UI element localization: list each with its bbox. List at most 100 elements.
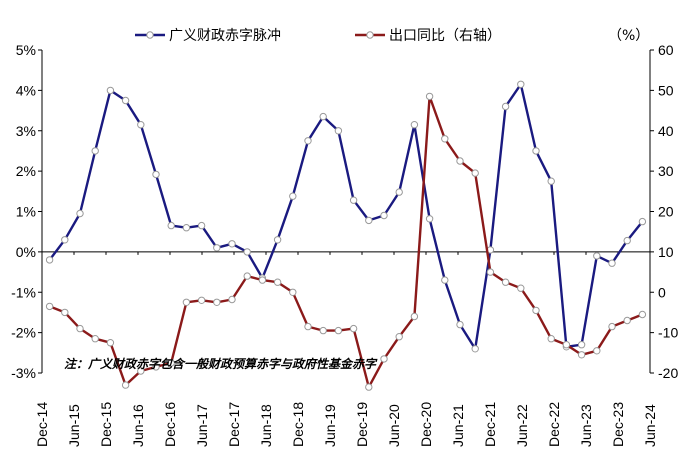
series-2-point bbox=[243, 272, 251, 280]
series-2-point bbox=[395, 333, 403, 341]
series-2-point bbox=[532, 306, 540, 315]
right-tick-label: -10 bbox=[658, 325, 678, 341]
series-1-point bbox=[638, 217, 647, 226]
series-2-point bbox=[197, 296, 206, 304]
legend-marker-2 bbox=[366, 31, 374, 39]
series-1-point bbox=[137, 121, 145, 129]
series-2-point bbox=[349, 324, 358, 333]
series-1-point bbox=[76, 209, 84, 218]
series-1-point bbox=[228, 240, 236, 248]
series-2-point bbox=[547, 335, 555, 343]
series-1-point bbox=[167, 221, 175, 230]
series-1-point bbox=[334, 127, 343, 135]
series-2-point bbox=[623, 316, 631, 325]
right-tick-label: 20 bbox=[658, 204, 674, 220]
x-tick-label: Jun-17 bbox=[194, 404, 210, 447]
chart-note: 注：广义财政赤字包含一般财政预算赤字与政府性基金赤字 bbox=[64, 357, 378, 371]
series-2-point bbox=[608, 322, 616, 331]
series-line-1 bbox=[48, 83, 644, 350]
legend-label-1: 广义财政赤字脉冲 bbox=[169, 28, 281, 44]
series-1-point bbox=[273, 236, 282, 244]
series-2-point bbox=[304, 322, 312, 331]
series-1-point bbox=[106, 86, 115, 95]
series-1-point bbox=[532, 147, 540, 155]
series-2-point bbox=[471, 169, 479, 177]
x-tick-label: Dec-22 bbox=[546, 402, 562, 447]
series-1-point bbox=[304, 137, 312, 145]
series-1-point bbox=[547, 177, 555, 185]
series-1-point bbox=[471, 345, 479, 353]
series-2-point bbox=[228, 295, 236, 304]
x-tick-label: Dec-20 bbox=[418, 402, 434, 447]
series-1-point bbox=[425, 215, 434, 223]
series-2-point bbox=[61, 308, 69, 317]
left-tick-label: 4% bbox=[16, 82, 36, 98]
x-tick-label: Dec-18 bbox=[290, 402, 306, 447]
x-tick-label: Jun-20 bbox=[386, 404, 402, 447]
x-tick-label: Dec-23 bbox=[610, 402, 626, 447]
series-1-point bbox=[197, 221, 206, 230]
series-2-point bbox=[121, 381, 130, 389]
x-tick-label: Dec-21 bbox=[482, 402, 498, 447]
series-1-point bbox=[623, 236, 631, 245]
series-2-point bbox=[380, 355, 388, 363]
series-2-point bbox=[441, 135, 449, 143]
x-tick-label: Dec-17 bbox=[226, 402, 242, 447]
x-tick-label: Dec-15 bbox=[98, 402, 114, 447]
x-tick-label: Jun-18 bbox=[258, 404, 274, 447]
series-1-point bbox=[410, 121, 419, 129]
series-1-point bbox=[365, 216, 373, 225]
series-1-point bbox=[577, 341, 586, 349]
series-1-point bbox=[182, 224, 191, 232]
left-tick-label: 1% bbox=[16, 204, 36, 220]
legend-marker-1 bbox=[146, 31, 154, 39]
series-2-point bbox=[562, 341, 571, 349]
series-1-point bbox=[517, 80, 525, 89]
legend-label-2: 出口同比（右轴） bbox=[389, 28, 501, 44]
series-2-point bbox=[258, 276, 267, 284]
series-2-point bbox=[45, 302, 54, 311]
right-tick-label: -20 bbox=[658, 365, 678, 381]
series-2-point bbox=[273, 278, 282, 286]
right-tick-label: 60 bbox=[658, 42, 674, 58]
series-line-2 bbox=[49, 95, 643, 389]
x-tick-label: Jun-23 bbox=[578, 404, 594, 447]
series-1-point bbox=[289, 192, 297, 200]
series-2-point bbox=[76, 324, 84, 333]
series-2-point bbox=[365, 383, 373, 391]
x-tick-label: Jun-22 bbox=[514, 404, 530, 447]
series-1-point bbox=[395, 188, 403, 196]
series-1-point bbox=[593, 252, 601, 260]
x-tick-label: Jun-16 bbox=[130, 404, 146, 447]
x-tick-label: Dec-19 bbox=[354, 402, 370, 447]
x-tick-label: Jun-24 bbox=[642, 404, 658, 447]
series-2-point bbox=[501, 278, 510, 286]
x-tick-label: Jun-19 bbox=[322, 404, 338, 447]
series-2-point bbox=[289, 288, 297, 296]
series-2-point bbox=[213, 298, 221, 306]
series-1-point bbox=[456, 320, 464, 329]
series-2-point bbox=[425, 92, 434, 101]
series-2-point bbox=[456, 157, 464, 165]
right-axis-unit-label: （%） bbox=[608, 28, 649, 44]
left-tick-label: 0% bbox=[16, 244, 36, 260]
series-1-point bbox=[441, 276, 449, 284]
series-1-point bbox=[45, 256, 54, 264]
series-1-point bbox=[501, 102, 510, 111]
right-tick-label: 50 bbox=[658, 82, 674, 98]
series-1-point bbox=[349, 196, 358, 204]
right-tick-label: 30 bbox=[658, 163, 674, 179]
series-1-point bbox=[91, 147, 99, 155]
right-tick-label: 40 bbox=[658, 123, 674, 139]
series-2-point bbox=[593, 347, 601, 355]
left-tick-label: 3% bbox=[16, 123, 36, 139]
series-1-point bbox=[319, 112, 327, 121]
left-tick-label: -1% bbox=[11, 284, 36, 300]
series-2-point bbox=[486, 268, 495, 276]
right-tick-label: 10 bbox=[658, 244, 674, 260]
series-1-point bbox=[61, 236, 69, 244]
x-tick-label: Dec-16 bbox=[162, 402, 178, 447]
left-tick-label: 2% bbox=[16, 163, 36, 179]
